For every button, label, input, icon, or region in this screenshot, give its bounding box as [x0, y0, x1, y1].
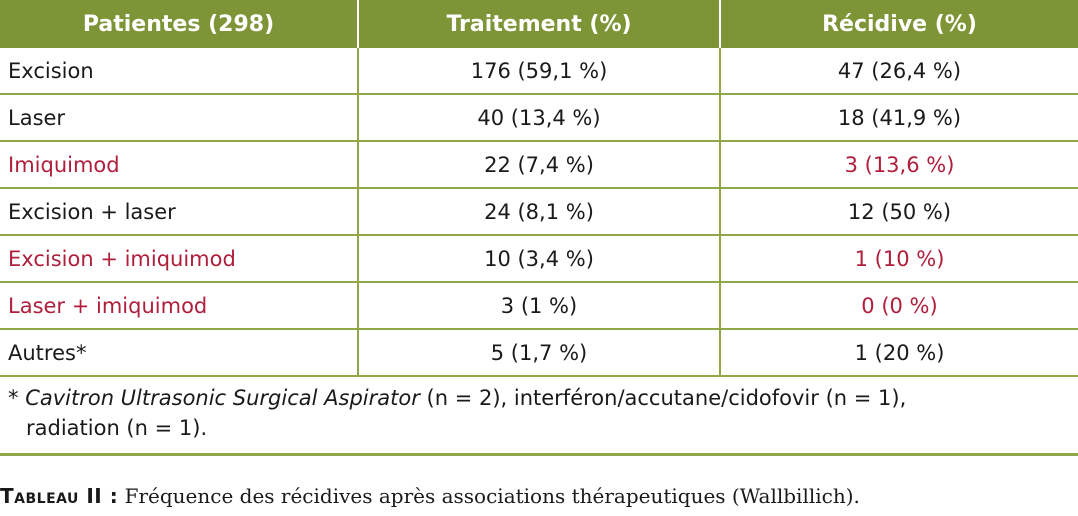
table-caption: Tableau II : Fréquence des récidives apr… [0, 484, 860, 508]
cell-treatment-count: 22 (7,4 %) [358, 141, 721, 189]
footnote-marker: * [8, 386, 26, 410]
cell-recurrence-count: 18 (41,9 %) [720, 94, 1078, 142]
table-row: Autres* 5 (1,7 %) 1 (20 %) [0, 329, 1078, 377]
cell-treatment-type: Laser [0, 94, 359, 142]
table-row: Laser + imiquimod 3 (1 %) 0 (0 %) [0, 282, 1078, 330]
cell-treatment-count: 5 (1,7 %) [358, 329, 721, 377]
caption-text: Fréquence des récidives après associatio… [118, 484, 860, 508]
cell-treatment-count: 40 (13,4 %) [358, 94, 721, 142]
cell-recurrence-count: 1 (20 %) [720, 329, 1078, 377]
table-row: Excision 176 (59,1 %) 47 (26,4 %) [0, 48, 1078, 95]
cell-treatment-type: Imiquimod [0, 141, 359, 189]
cell-recurrence-count: 47 (26,4 %) [720, 48, 1078, 95]
cell-recurrence-count: 1 (10 %) [720, 235, 1078, 283]
cell-treatment-count: 3 (1 %) [358, 282, 721, 330]
footnote-row: * Cavitron Ultrasonic Surgical Aspirator… [0, 376, 1078, 456]
table-header-row: Patientes (298) Traitement (%) Récidive … [0, 0, 1078, 48]
header-recurrence: Récidive (%) [720, 0, 1078, 48]
cell-treatment-count: 176 (59,1 %) [358, 48, 721, 95]
recurrence-table-container: Patientes (298) Traitement (%) Récidive … [0, 0, 1078, 456]
table-row: Excision + laser 24 (8,1 %) 12 (50 %) [0, 188, 1078, 236]
table-row: Imiquimod 22 (7,4 %) 3 (13,6 %) [0, 141, 1078, 189]
caption-label: Tableau II : [0, 484, 119, 508]
cell-treatment-count: 24 (8,1 %) [358, 188, 721, 236]
recurrence-table: Patientes (298) Traitement (%) Récidive … [0, 0, 1078, 456]
header-treatment: Traitement (%) [358, 0, 721, 48]
cell-treatment-type: Excision + laser [0, 188, 359, 236]
cell-recurrence-count: 12 (50 %) [720, 188, 1078, 236]
cell-treatment-count: 10 (3,4 %) [358, 235, 721, 283]
footnote-italic: Cavitron Ultrasonic Surgical Aspirator [25, 386, 420, 410]
cell-recurrence-count: 3 (13,6 %) [720, 141, 1078, 189]
cell-treatment-type: Excision + imiquimod [0, 235, 359, 283]
header-patients: Patientes (298) [0, 0, 359, 48]
table-row: Excision + imiquimod 10 (3,4 %) 1 (10 %) [0, 235, 1078, 283]
table-footnote: * Cavitron Ultrasonic Surgical Aspirator… [0, 376, 1078, 456]
cell-treatment-type: Autres* [0, 329, 359, 377]
cell-treatment-type: Excision [0, 48, 359, 95]
cell-treatment-type: Laser + imiquimod [0, 282, 359, 330]
footnote-line2: radiation (n = 1). [26, 416, 208, 440]
table-row: Laser 40 (13,4 %) 18 (41,9 %) [0, 94, 1078, 142]
cell-recurrence-count: 0 (0 %) [720, 282, 1078, 330]
footnote-rest: (n = 2), interféron/accutane/cidofovir (… [419, 386, 907, 410]
